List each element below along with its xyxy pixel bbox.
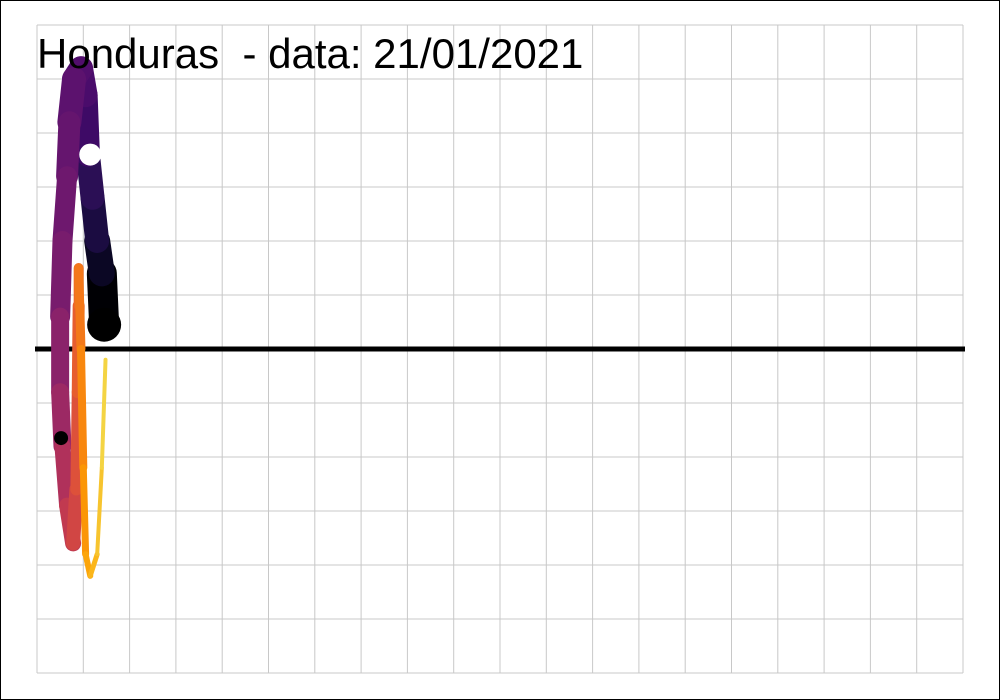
trajectory-segment — [87, 551, 100, 579]
trajectory-segment — [74, 263, 86, 354]
chart-title: Honduras - data: 21/01/2021 — [37, 30, 584, 77]
trajectory-segment — [52, 166, 78, 251]
trajectory-segment — [50, 231, 73, 327]
trajectory-segment — [76, 345, 88, 472]
point-marker — [87, 307, 122, 342]
point-marker — [54, 431, 69, 446]
trajectory-segment — [54, 438, 76, 514]
trajectory-segment — [79, 464, 90, 558]
trajectory-segment — [99, 357, 108, 470]
point-marker — [79, 143, 102, 166]
trajectory-segment — [95, 465, 104, 557]
trajectory-path — [50, 56, 120, 579]
trajectory-segment — [66, 482, 84, 551]
point-markers — [54, 143, 122, 446]
trajectory-segment — [70, 386, 84, 496]
